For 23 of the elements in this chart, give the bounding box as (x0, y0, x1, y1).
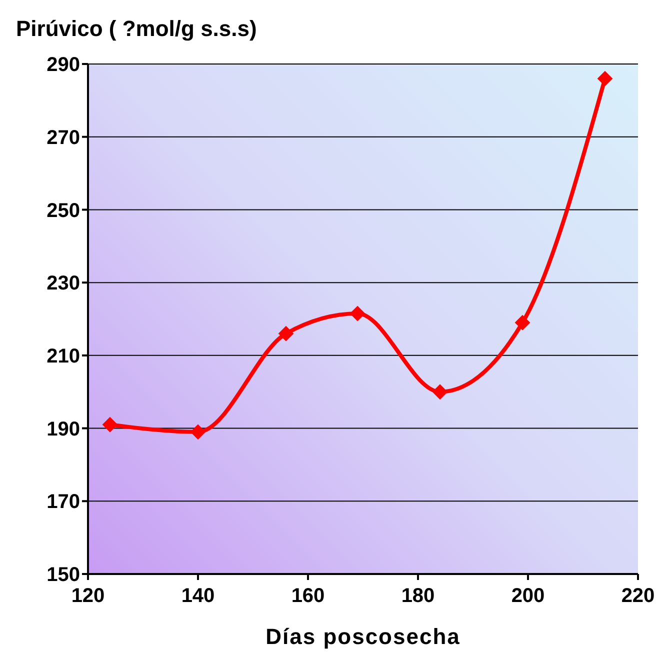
x-tick-label: 220 (621, 585, 655, 608)
x-tick-label: 200 (511, 585, 545, 608)
y-tick-label: 210 (46, 346, 80, 368)
point (278, 326, 294, 342)
x-tick-label: 160 (291, 585, 325, 608)
point (598, 71, 612, 86)
point (432, 384, 448, 400)
y-tick-label: 170 (46, 491, 80, 514)
y-tick-label: 230 (46, 272, 80, 295)
y-tick-label: 250 (46, 200, 80, 222)
y-tick-label: 270 (46, 126, 80, 149)
x-tick-label: 140 (181, 585, 215, 608)
chart-title: Pirúvico ( ?mol/g s.s.s) (15, 15, 258, 43)
point (102, 417, 118, 432)
x-axis-title: Días poscosecha (266, 624, 460, 649)
x-tick-label: 120 (71, 585, 105, 608)
y-tick-label: 150 (46, 564, 80, 586)
y-tick-label: 290 (46, 54, 80, 76)
point (515, 315, 530, 330)
point (350, 306, 365, 322)
y-tick-label: 190 (46, 418, 80, 440)
point (190, 424, 206, 440)
x-tick-label: 180 (401, 585, 435, 608)
